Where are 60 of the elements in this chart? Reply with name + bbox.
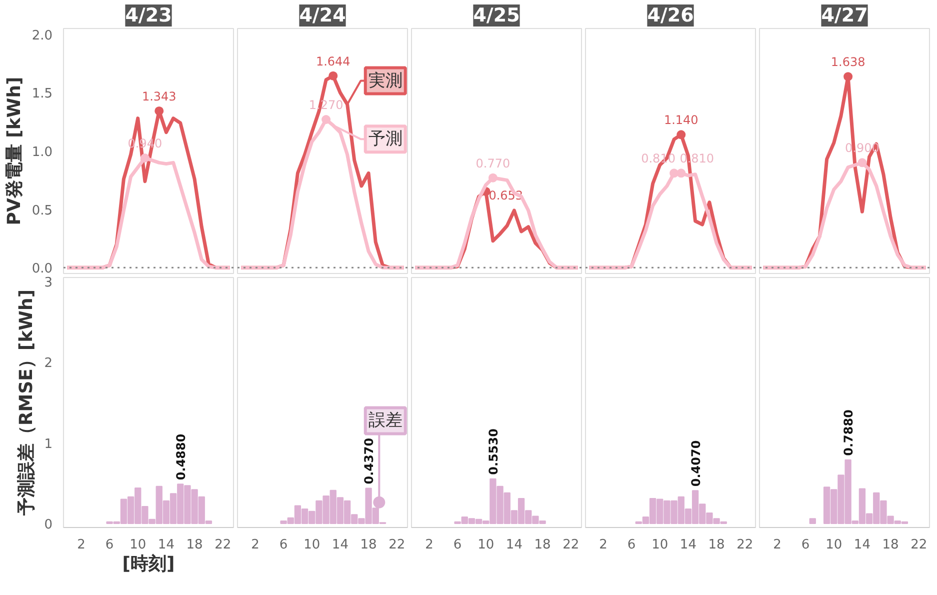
y-tick-label: 0.5 — [32, 203, 53, 218]
chart-title: 4/27 — [821, 4, 868, 26]
y-axis-title: PV発電量 [kWh] — [4, 76, 25, 226]
y-tick-label: 0 — [44, 517, 53, 532]
data-label: 1.343 — [142, 89, 176, 104]
x-tick-label: 14 — [506, 538, 522, 552]
x-tick-label: 22 — [736, 538, 754, 552]
chart-title: 4/26 — [647, 4, 694, 26]
x-tick-label: 10 — [304, 538, 320, 552]
x-tick-label: 14 — [854, 538, 870, 552]
x-tick-label: 6 — [453, 538, 462, 552]
x-tick-label: 22 — [562, 538, 580, 552]
y-tick-label: 1.5 — [32, 86, 53, 102]
legend-label: 予測 — [368, 129, 402, 150]
chart-title: 4/25 — [473, 4, 520, 26]
data-label: 0.5530 — [486, 428, 500, 475]
chart-title: 4/24 — [299, 4, 346, 26]
x-tick-label: 18 — [708, 538, 725, 552]
legend-label: 実測 — [368, 70, 402, 91]
x-tick-label: 18 — [534, 538, 551, 552]
y-tick-label: 2.0 — [32, 28, 53, 44]
text: 誤差 — [368, 410, 402, 431]
x-tick-label: 2 — [425, 538, 434, 552]
data-label: 0.4880 — [174, 434, 188, 480]
x-tick-label: 10 — [478, 538, 494, 552]
data-label: 0.7880 — [842, 410, 856, 456]
y-tick-label: 1 — [44, 436, 53, 452]
data-label: 0.770 — [476, 156, 510, 170]
x-tick-label: 10 — [652, 538, 668, 552]
data-label: 1.644 — [316, 54, 350, 68]
y-axis-title: 予測誤差（RMSE）[kWh] — [16, 289, 38, 517]
x-tick-label: 6 — [105, 538, 114, 552]
x-tick-label: 2 — [773, 538, 782, 552]
y-tick-label: 3 — [44, 276, 53, 291]
y-tick-label: 0.0 — [32, 262, 53, 277]
x-tick-label: 22 — [214, 538, 232, 552]
x-tick-label: 6 — [801, 538, 810, 552]
chart-title: 4/23 — [125, 4, 172, 26]
x-tick-label: 6 — [279, 538, 288, 552]
x-axis-title: [時刻] — [122, 554, 175, 574]
x-tick-label: 10 — [826, 538, 842, 552]
data-label: 1.140 — [664, 113, 698, 128]
x-tick-label: 22 — [910, 538, 928, 552]
data-label: 0.4070 — [688, 440, 703, 487]
x-tick-label: 14 — [332, 538, 348, 552]
x-tick-label: 18 — [186, 538, 203, 552]
data-label: 1.638 — [830, 55, 866, 70]
x-tick-label: 14 — [680, 538, 696, 552]
y-tick-label: 1.0 — [32, 145, 53, 160]
x-tick-label: 22 — [388, 538, 406, 552]
x-tick-label: 18 — [882, 538, 899, 552]
data-label: 0.4370 — [362, 438, 376, 484]
x-tick-label: 2 — [77, 538, 86, 552]
x-tick-label: 18 — [360, 538, 377, 552]
x-tick-label: 10 — [130, 538, 146, 552]
x-tick-label: 2 — [251, 538, 260, 552]
x-tick-label: 2 — [599, 538, 608, 552]
x-tick-label: 14 — [158, 538, 174, 552]
x-tick-label: 6 — [627, 538, 636, 552]
y-tick-label: 2 — [44, 356, 53, 372]
